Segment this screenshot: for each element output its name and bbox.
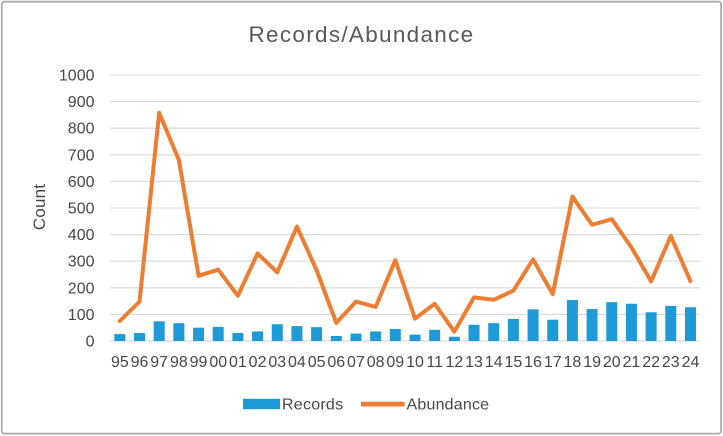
svg-text:05: 05 [308, 354, 326, 371]
svg-text:Records/Abundance: Records/Abundance [249, 22, 475, 47]
svg-text:21: 21 [623, 354, 641, 371]
svg-text:20: 20 [603, 354, 621, 371]
svg-text:02: 02 [249, 354, 267, 371]
svg-text:22: 22 [642, 354, 660, 371]
svg-text:14: 14 [485, 354, 503, 371]
svg-text:08: 08 [367, 354, 385, 371]
svg-text:04: 04 [288, 354, 306, 371]
svg-text:23: 23 [662, 354, 680, 371]
svg-text:15: 15 [504, 354, 522, 371]
svg-text:07: 07 [347, 354, 365, 371]
svg-text:300: 300 [68, 254, 95, 271]
svg-text:400: 400 [68, 227, 95, 244]
svg-text:96: 96 [131, 354, 149, 371]
svg-text:03: 03 [268, 354, 286, 371]
svg-text:06: 06 [327, 354, 345, 371]
svg-text:09: 09 [386, 354, 404, 371]
svg-text:10: 10 [406, 354, 424, 371]
svg-text:1000: 1000 [59, 68, 95, 85]
svg-text:800: 800 [68, 121, 95, 138]
svg-text:24: 24 [682, 354, 700, 371]
svg-text:500: 500 [68, 201, 95, 218]
svg-text:0: 0 [86, 334, 95, 351]
svg-text:13: 13 [465, 354, 483, 371]
svg-text:600: 600 [68, 174, 95, 191]
svg-text:97: 97 [150, 354, 168, 371]
svg-text:200: 200 [68, 280, 95, 297]
svg-text:19: 19 [583, 354, 601, 371]
svg-text:00: 00 [209, 354, 227, 371]
svg-text:900: 900 [68, 94, 95, 111]
svg-text:98: 98 [170, 354, 188, 371]
svg-text:18: 18 [564, 354, 582, 371]
svg-text:11: 11 [426, 354, 443, 371]
svg-text:95: 95 [111, 354, 129, 371]
svg-text:16: 16 [524, 354, 542, 371]
svg-text:01: 01 [229, 354, 247, 371]
svg-text:Abundance: Abundance [407, 397, 490, 414]
svg-text:17: 17 [544, 354, 562, 371]
svg-text:Records: Records [282, 397, 343, 414]
svg-text:12: 12 [445, 354, 463, 371]
svg-text:99: 99 [190, 354, 208, 371]
svg-text:Count: Count [30, 184, 49, 230]
svg-text:700: 700 [68, 147, 95, 164]
svg-text:100: 100 [68, 307, 95, 324]
